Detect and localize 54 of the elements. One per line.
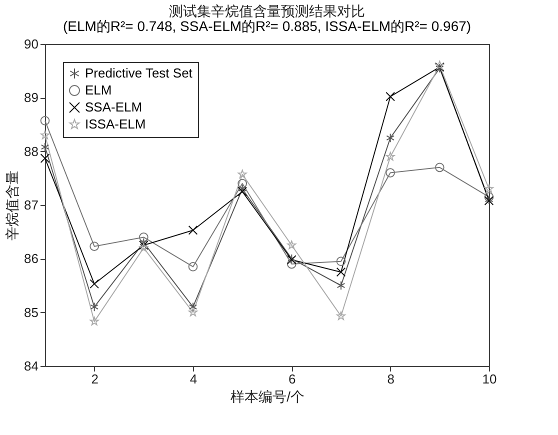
- x-axis-title: 样本编号/个: [230, 388, 304, 404]
- point: [484, 192, 494, 202]
- point: [386, 92, 396, 102]
- point: [90, 279, 100, 289]
- y-tick-label: 88: [24, 144, 38, 159]
- y-axis-title: 辛烷值含量: [4, 170, 20, 240]
- y-tick-label: 87: [24, 198, 38, 212]
- y-tick-label: 84: [24, 358, 38, 374]
- legend-label: ELM: [85, 82, 112, 98]
- point: [188, 302, 198, 312]
- chart-title: 测试集辛烷值含量预测结果对比: [169, 3, 365, 19]
- point: [336, 311, 346, 320]
- point: [238, 184, 246, 194]
- point: [238, 170, 247, 178]
- point: [90, 302, 98, 312]
- chart-subtitle: (ELM的R²= 0.748, SSA-ELM的R²= 0.885, ISSA-ELM的R²= 0.967): [62, 18, 472, 34]
- point: [287, 240, 296, 250]
- x-tick-label: 6: [288, 372, 296, 386]
- point: [336, 256, 346, 266]
- y-tick-label: 85: [24, 304, 38, 320]
- point: [138, 232, 148, 242]
- x-tick-label: 10: [482, 372, 497, 386]
- point: [238, 186, 248, 196]
- point: [40, 130, 50, 140]
- y-tick-label: 86: [24, 251, 38, 266]
- point: [238, 178, 248, 188]
- legend-label: Predictive Test Set: [85, 66, 193, 80]
- point: [40, 154, 50, 163]
- point: [138, 240, 148, 250]
- x-tick-label: 4: [190, 372, 198, 386]
- point: [434, 162, 444, 172]
- point: [386, 152, 395, 161]
- x-tick-label: 2: [91, 372, 98, 386]
- point: [40, 116, 50, 126]
- y-tick-label: 89: [24, 90, 38, 106]
- point: [90, 316, 99, 326]
- point: [336, 267, 346, 277]
- point: [188, 262, 198, 272]
- point: [139, 243, 148, 252]
- x-tick-label: 8: [387, 372, 394, 386]
- point: [386, 168, 396, 178]
- point: [90, 242, 100, 251]
- y-tick-label: 90: [24, 36, 38, 52]
- point: [336, 280, 346, 290]
- legend-label: ISSA-ELM: [85, 116, 146, 132]
- point: [286, 259, 296, 269]
- point: [386, 133, 394, 143]
- point: [40, 142, 50, 152]
- point: [435, 60, 444, 70]
- point: [188, 226, 198, 235]
- point: [188, 308, 198, 316]
- legend-label: SSA-ELM: [85, 100, 142, 114]
- point: [484, 184, 494, 193]
- point: [140, 238, 148, 248]
